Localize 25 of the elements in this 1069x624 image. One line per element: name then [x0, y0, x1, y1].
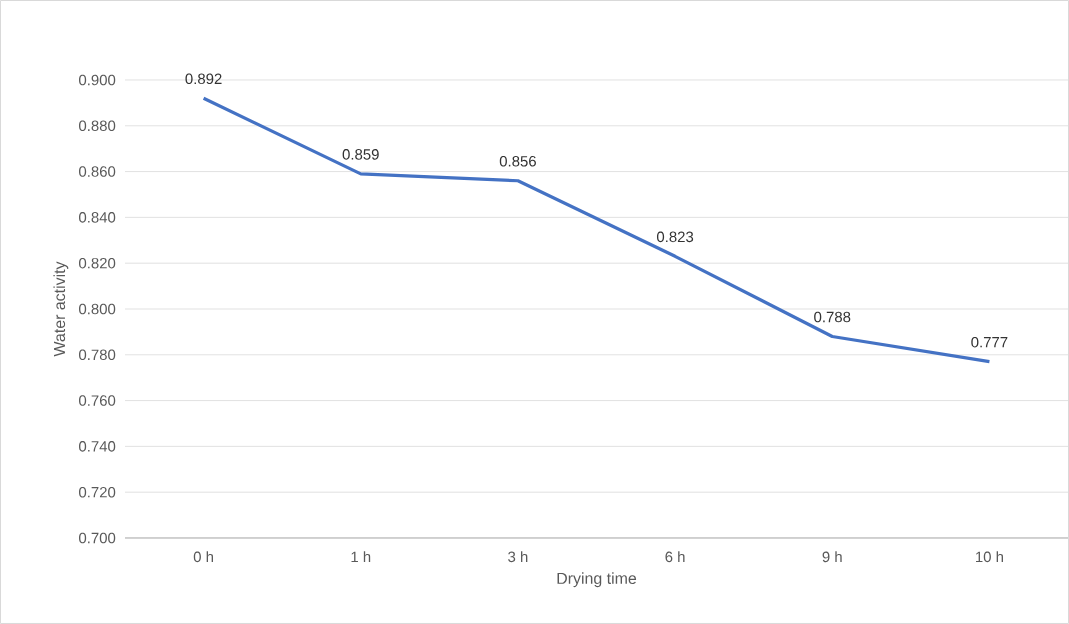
data-label: 0.892 [185, 73, 222, 85]
x-tick-label: 0 h [193, 551, 213, 563]
x-tick-label: 9 h [822, 551, 842, 563]
y-axis-title: Water activity [53, 261, 69, 357]
y-tick-label: 0.720 [79, 486, 116, 498]
y-tick-label: 0.700 [79, 532, 116, 544]
y-tick-label: 0.820 [79, 257, 116, 269]
y-tick-label: 0.760 [79, 395, 116, 406]
x-tick-label: 10 h [976, 551, 1003, 563]
x-tick-label: 1 h [351, 551, 371, 562]
y-tick-label: 0.880 [79, 120, 116, 132]
data-label: 0.788 [814, 311, 851, 323]
x-axis-title: Drying time [557, 572, 637, 588]
x-tick-label: 6 h [665, 551, 685, 563]
data-label: 0.777 [971, 336, 1008, 348]
y-tick-label: 0.840 [79, 212, 116, 223]
data-label: 0.859 [342, 149, 379, 160]
data-label: 0.823 [656, 231, 694, 243]
y-tick-label: 0.860 [79, 166, 116, 177]
data-label: 0.856 [499, 155, 536, 167]
y-tick-label: 0.740 [79, 441, 116, 452]
x-tick-label: 3 h [508, 551, 528, 563]
y-tick-label: 0.780 [79, 349, 116, 361]
y-tick-label: 0.900 [79, 74, 116, 86]
y-tick-label: 0.800 [79, 303, 116, 315]
